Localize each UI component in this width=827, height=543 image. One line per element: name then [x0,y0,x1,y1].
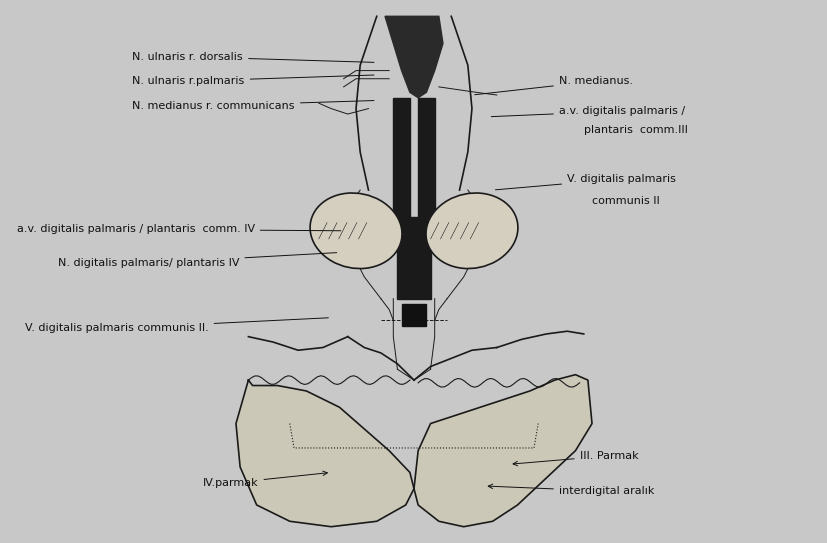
Text: N. ulnaris r.palmaris: N. ulnaris r.palmaris [132,75,374,86]
Polygon shape [401,304,426,326]
Text: a.v. digitalis palmaris /: a.v. digitalis palmaris / [490,106,684,117]
Ellipse shape [309,193,402,269]
Polygon shape [414,375,591,527]
Polygon shape [418,98,434,217]
Text: N. ulnaris r. dorsalis: N. ulnaris r. dorsalis [132,52,374,62]
Ellipse shape [425,193,518,269]
Text: N. digitalis palmaris/ plantaris IV: N. digitalis palmaris/ plantaris IV [58,252,337,268]
Text: interdigital aralık: interdigital aralık [488,484,653,496]
Text: a.v. digitalis palmaris / plantaris  comm. IV: a.v. digitalis palmaris / plantaris comm… [17,224,341,235]
Text: IV.parmak: IV.parmak [203,471,327,488]
Polygon shape [397,217,430,299]
Text: III. Parmak: III. Parmak [513,451,638,466]
Polygon shape [385,16,442,98]
Polygon shape [236,380,414,527]
Text: plantaris  comm.III: plantaris comm.III [583,125,686,135]
Text: N. medianus r. communicans: N. medianus r. communicans [132,100,374,111]
Polygon shape [393,98,409,217]
Text: V. digitalis palmaris: V. digitalis palmaris [495,174,675,190]
Text: V. digitalis palmaris communis II.: V. digitalis palmaris communis II. [25,318,328,333]
Text: N. medianus.: N. medianus. [474,76,632,94]
Text: communis II: communis II [591,195,659,206]
